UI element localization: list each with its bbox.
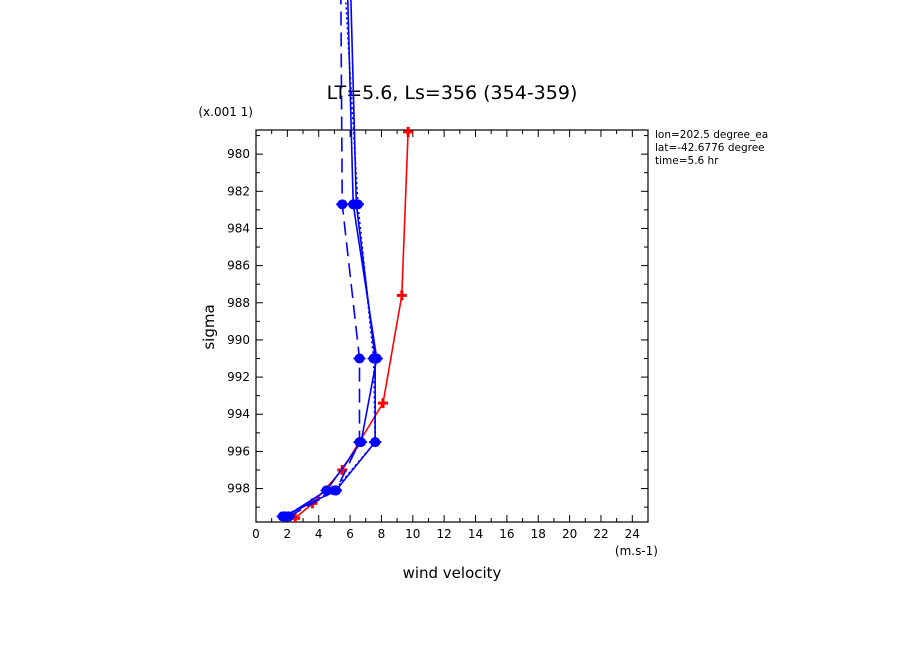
x-tick-label: 8 (378, 527, 386, 541)
y-tick-label: 986 (227, 259, 250, 273)
data-point (378, 398, 389, 409)
x-tick-label: 14 (468, 527, 483, 541)
info-line-lat: lat=-42.6776 degree (655, 142, 765, 154)
chart-title: LT=5.6, Ls=356 (354-359) (327, 82, 578, 104)
series-1 (279, 0, 383, 522)
info-line-lon: lon=202.5 degree_ea (655, 129, 768, 141)
info-box: lon=202.5 degree_ea lat=-42.6776 degree … (655, 129, 768, 167)
y-tick-label: 988 (227, 296, 250, 310)
axes: 0 2 4 6 8 10 12 14 16 18 20 22 249809829849869889909… (227, 129, 649, 541)
info-mask (780, 125, 904, 175)
info-line-time: time=5.6 hr (655, 155, 719, 167)
x-tick-label: 4 (315, 527, 323, 541)
series-4 (278, 0, 382, 522)
series-0 (290, 126, 414, 522)
y-tick-label: 996 (227, 444, 250, 458)
x-tick-label: 22 (593, 527, 608, 541)
y-axis-label: sigma (200, 304, 218, 349)
y-tick-label: 980 (227, 147, 250, 161)
x-tick-label: 20 (562, 527, 577, 541)
x-tick-label: 2 (284, 527, 292, 541)
x-axis-label: wind velocity (403, 564, 502, 582)
y-tick-label: 990 (227, 333, 250, 347)
data-point (403, 126, 414, 137)
y-tick-label: 992 (227, 370, 250, 384)
x-tick-label: 10 (405, 527, 420, 541)
y-tick-label: 982 (227, 184, 250, 198)
y-tick-label: 998 (227, 482, 250, 496)
y-tick-label: 994 (227, 407, 250, 421)
x-tick-label: 24 (625, 527, 640, 541)
x-tick-label: 12 (437, 527, 452, 541)
series-line (294, 131, 409, 519)
series-group (276, 0, 414, 522)
x-tick-label: 18 (531, 527, 546, 541)
plot-frame (255, 129, 649, 523)
series-line (283, 0, 376, 518)
x-tick-label: 0 (252, 527, 260, 541)
y-tick-label: 984 (227, 221, 250, 235)
series-line (288, 0, 361, 518)
y-axis-unit-label: (x.001 1) (198, 105, 253, 119)
data-point (396, 290, 407, 301)
x-axis-unit-label: (m.s-1) (615, 544, 658, 558)
x-tick-label: 16 (499, 527, 514, 541)
series-line (285, 0, 378, 518)
x-tick-label: 6 (346, 527, 354, 541)
